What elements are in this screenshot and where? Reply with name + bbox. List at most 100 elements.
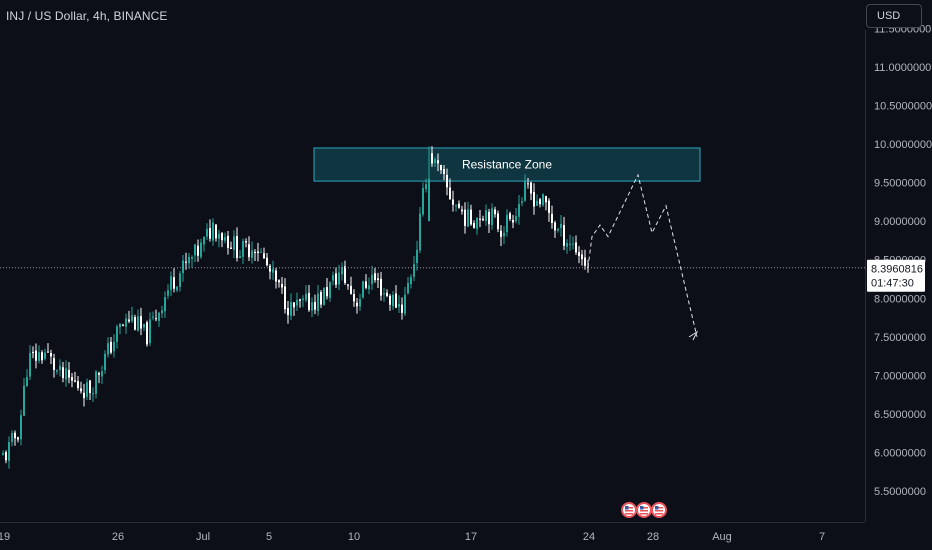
y-tick-label: 11.0000000 [874,62,931,74]
event-flag-icon[interactable] [621,502,637,518]
candle [398,295,400,313]
candle [530,181,532,201]
candle [332,271,334,286]
event-flag-icon[interactable] [636,502,652,518]
candle [188,252,190,269]
candle [503,226,505,245]
candle [281,276,283,294]
candle [377,272,379,288]
candles-layer [2,146,589,469]
candle [323,287,325,306]
candle [164,291,166,318]
y-tick-label: 7.0000000 [874,370,926,382]
candle [215,224,217,242]
candle [317,284,319,316]
candle [335,267,337,289]
candle [341,262,343,281]
candle [89,379,91,400]
candle [362,280,364,299]
candle [293,302,295,316]
candle [83,383,85,407]
currency-button[interactable]: USD [866,4,922,28]
candle [395,285,397,309]
candle [458,200,460,209]
candle [389,293,391,311]
resistance-zone[interactable] [313,147,701,182]
candle [59,359,61,377]
candle [74,371,76,383]
y-tick-label: 8.0000000 [874,293,926,305]
x-tick-label: Jul [196,531,210,543]
candle [350,276,352,295]
candle [308,284,310,312]
candle [203,236,205,252]
candle [14,430,16,446]
candle [137,309,139,332]
event-flag-icon[interactable] [651,502,667,518]
candle [239,250,241,259]
candle [533,183,535,215]
candle [269,263,271,280]
candle [125,313,127,334]
candle [584,249,586,270]
price-badge-value: 8.3960816 [871,264,923,276]
candle [422,182,424,217]
candle [299,298,301,308]
candle [236,227,238,262]
candle [380,271,382,301]
candle [527,178,529,189]
candle [230,241,232,250]
candle [71,372,73,388]
candle [491,203,493,230]
candle [86,378,88,401]
candle [368,277,370,295]
candle [296,292,298,311]
candle [11,430,13,447]
candle [263,247,265,259]
y-tick-label: 10.5000000 [874,101,932,113]
candle [161,305,163,318]
candle [536,194,538,206]
x-tick-label: 10 [348,531,360,543]
candle [245,238,247,248]
candle [143,323,145,332]
candle [173,268,175,293]
candle [104,350,106,374]
candle [446,168,448,196]
candle [443,165,445,181]
candle [557,227,559,233]
price-badge: 8.3960816 01:47:30 [867,259,925,292]
candle [512,214,514,229]
price-badge-countdown: 01:47:30 [871,278,914,290]
symbol-title: INJ / US Dollar, 4h, BINANCE [6,9,168,23]
candle [554,220,556,238]
candle [431,146,433,167]
x-tick-label: 17 [465,531,477,543]
candle [179,270,181,292]
candle [227,230,229,255]
candle [5,450,7,464]
candle [563,216,565,251]
candle [476,217,478,235]
candle [17,436,19,443]
candle [320,290,322,308]
candle [248,236,250,262]
candle [200,238,202,260]
candle [542,193,544,207]
candle [548,198,550,222]
candle [131,306,133,323]
candle [302,295,304,308]
candle [506,209,508,237]
candle [383,288,385,302]
candle [521,197,523,207]
candle [101,365,103,384]
candle [344,260,346,285]
candle [119,323,121,335]
y-tick-label: 6.0000000 [874,447,926,459]
candle [416,240,418,271]
candle [314,294,316,315]
candle [194,243,196,263]
candle [134,314,136,331]
candle [254,249,256,261]
